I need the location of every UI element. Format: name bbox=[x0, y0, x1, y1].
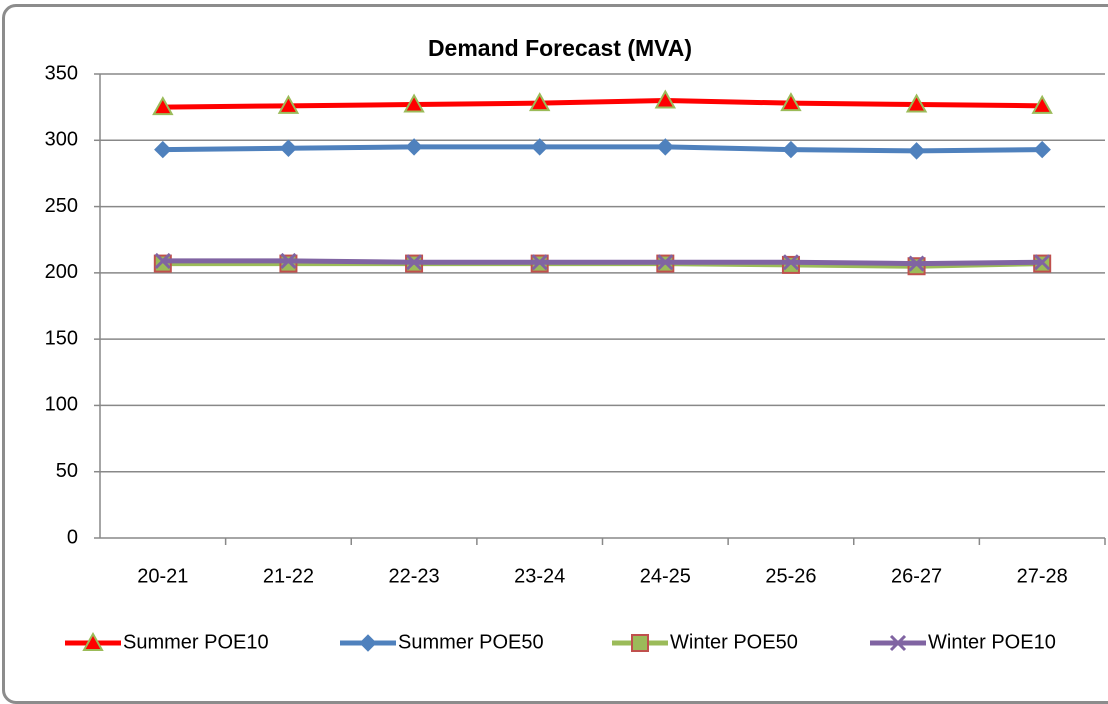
page: {"chart_data": {"type": "line", "title":… bbox=[2, 4, 1108, 704]
x-tick-label: 24-25 bbox=[640, 565, 691, 587]
marker bbox=[154, 140, 172, 159]
marker bbox=[280, 252, 297, 269]
x-tick-label: 21-22 bbox=[263, 565, 314, 587]
y-tick-label: 250 bbox=[45, 195, 78, 217]
marker bbox=[654, 89, 677, 109]
y-tick-label: 200 bbox=[45, 261, 78, 283]
marker bbox=[1031, 94, 1053, 114]
series-line bbox=[162, 144, 1043, 154]
y-tick-label: 300 bbox=[45, 129, 78, 151]
marker bbox=[152, 96, 174, 116]
marker bbox=[889, 634, 907, 652]
marker bbox=[530, 138, 549, 156]
marker bbox=[405, 138, 423, 156]
marker bbox=[528, 92, 551, 112]
marker bbox=[277, 94, 300, 114]
marker bbox=[403, 93, 425, 113]
marker bbox=[153, 254, 172, 273]
series-line bbox=[162, 98, 1043, 110]
marker bbox=[531, 254, 548, 271]
x-tick-label: 25-26 bbox=[765, 565, 816, 587]
x-tick-label: 23-24 bbox=[514, 565, 565, 587]
x-tick-label: 27-28 bbox=[1017, 565, 1068, 587]
y-tick-label: 150 bbox=[45, 327, 78, 349]
marker bbox=[279, 254, 298, 273]
chart: Demand Forecast (MVA) 0 50 100 150 200 250 300… bbox=[45, 35, 1106, 653]
marker bbox=[656, 138, 675, 156]
series-line bbox=[162, 258, 1043, 267]
marker bbox=[907, 257, 926, 276]
legend-label: Summer POE10 bbox=[123, 631, 269, 653]
y-tick-label: 350 bbox=[45, 62, 78, 84]
chart-title: Demand Forecast (MVA) bbox=[428, 35, 692, 61]
x-tick-label: 22-23 bbox=[388, 565, 439, 587]
marker bbox=[82, 631, 104, 651]
marker bbox=[406, 254, 423, 271]
marker bbox=[279, 139, 298, 157]
x-tick-label: 20-21 bbox=[137, 565, 188, 587]
legend-label: Summer POE50 bbox=[398, 631, 544, 653]
marker bbox=[1033, 140, 1051, 159]
marker bbox=[908, 255, 925, 272]
marker bbox=[905, 93, 928, 113]
legend-label: Winter POE50 bbox=[670, 631, 798, 653]
marker bbox=[780, 92, 802, 112]
marker bbox=[154, 252, 171, 269]
marker bbox=[657, 254, 674, 271]
marker bbox=[1034, 254, 1051, 271]
y-tick-label: 100 bbox=[45, 394, 78, 416]
y-tick-label: 0 bbox=[67, 526, 78, 548]
marker bbox=[782, 254, 799, 271]
marker bbox=[359, 634, 377, 652]
y-tick-label: 50 bbox=[56, 460, 78, 482]
marker bbox=[781, 255, 800, 274]
x-tick-label: 26-27 bbox=[891, 565, 942, 587]
legend-label: Winter POE10 bbox=[928, 631, 1056, 653]
marker bbox=[782, 140, 800, 159]
marker bbox=[631, 634, 649, 652]
marker bbox=[907, 142, 926, 160]
